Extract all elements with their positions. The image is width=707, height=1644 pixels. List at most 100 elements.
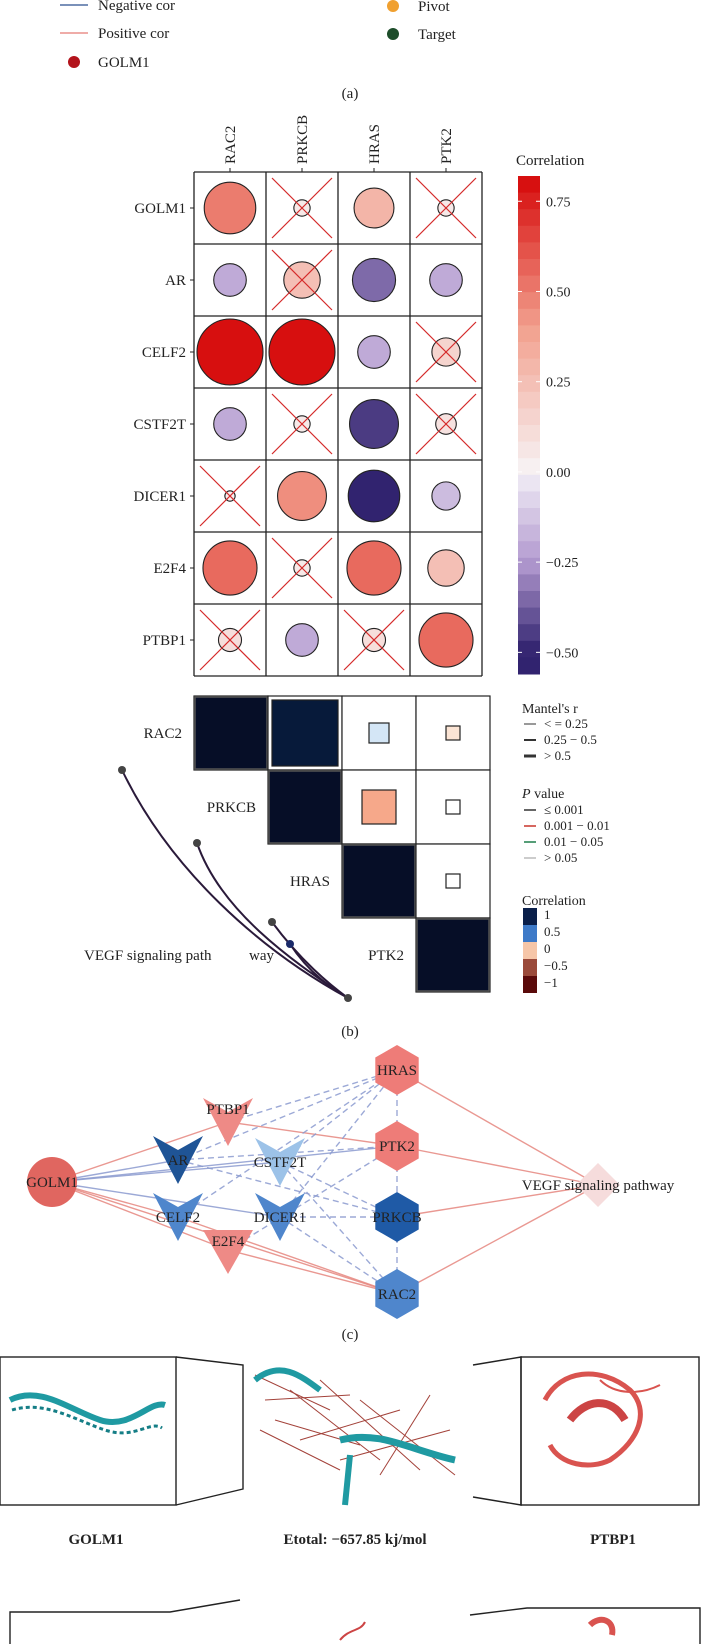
col-label-rac2: RAC2: [223, 126, 239, 164]
row-label-ptbp1: PTBP1: [143, 633, 186, 649]
corr-item: 1: [544, 907, 551, 922]
ptbp1-structure-box: [472, 1356, 700, 1506]
mantel-r-legend: Mantel's r < = 0.250.25 − 0.5> 0.5: [522, 702, 597, 763]
mantel-square-hras-ptk2: [445, 873, 461, 889]
target-dot-key: [387, 28, 399, 40]
network-edge: [279, 1161, 398, 1218]
node-cstf2t: [255, 1138, 305, 1186]
colorbar-step: [518, 308, 540, 326]
node-ptbp1-label: PTBP1: [206, 1102, 249, 1118]
network-edge: [177, 1216, 398, 1295]
network-edge: [396, 1069, 599, 1186]
corr-circle-ptbp1-ptk2: [418, 612, 474, 668]
colorbar-step: [518, 275, 540, 293]
network-edge: [279, 1216, 398, 1295]
corr-circle-e2f4-hras: [346, 540, 402, 596]
colorbar-step: [518, 358, 540, 376]
node-prkcb-label: PRKCB: [372, 1210, 421, 1226]
node-celf2-label: CELF2: [156, 1210, 200, 1226]
network-edge: [227, 1249, 398, 1295]
panel-label-c: (c): [342, 1327, 359, 1343]
nonsig-cross: [415, 321, 477, 383]
mantel-corr-title: Correlation: [522, 894, 586, 909]
mantel-link-hras: [271, 921, 349, 999]
node-golm1: [27, 1157, 77, 1207]
colorbar-step: [518, 541, 540, 559]
corr-circle-e2f4-ptk2: [427, 549, 465, 587]
corr-circle-dicer1-ptk2: [431, 481, 461, 511]
corr-circle-golm1-rac2: [203, 181, 257, 235]
mantel-corr-legend: Correlation 1 0.5 0 −0.5 −1: [522, 894, 586, 993]
colorbar-step: [518, 657, 540, 675]
corr-item: 0: [544, 941, 551, 956]
node-dicer1: [255, 1193, 305, 1241]
docking-panel: GOLM1 Etotal: −657.85 kj/mol PTBP1: [0, 1356, 701, 1644]
nonsig-cross: [199, 609, 261, 671]
colorbar-step: [518, 508, 540, 526]
golm1-dot-key: [68, 56, 80, 68]
mantel-link-ptk2: [289, 943, 349, 999]
network-edge: [177, 1159, 398, 1218]
mantel-gene-label-prkcb: PRKCB: [207, 800, 256, 816]
mantel-square-prkcb-hras: [361, 789, 397, 825]
nonsig-cross: [415, 393, 477, 455]
p-value-item: > 0.05: [544, 850, 577, 865]
node-vegf: [576, 1163, 620, 1207]
mantel-r-item: < = 0.25: [544, 716, 588, 731]
nonsig-cross: [415, 177, 477, 239]
colorbar-step: [518, 391, 540, 409]
network-edge: [396, 1184, 599, 1295]
nonsig-cross: [271, 249, 333, 311]
colorbar-step: [518, 176, 540, 194]
colorbar-tick-label: 0.75: [546, 195, 571, 210]
node-prkcb: [375, 1192, 419, 1242]
mantel-r-item: > 0.5: [544, 748, 571, 763]
p-value-title: P value: [521, 787, 564, 802]
col-label-hras: HRAS: [367, 124, 383, 164]
mantel-square-rac2-prkcb: [271, 699, 339, 767]
corr-key: [523, 908, 537, 925]
mantel-node-prkcb: [193, 839, 201, 847]
network-edge: [51, 1181, 229, 1251]
corr-circle-ptbp1-prkcb: [285, 623, 319, 657]
corr-circle-celf2-rac2: [196, 318, 264, 386]
row-label-ar: AR: [165, 273, 186, 289]
colorbar-tick-label: −0.25: [546, 556, 578, 571]
mantel-links: [118, 766, 352, 1002]
colorbar-step: [518, 524, 540, 542]
mantel-gene-label-ptk2: PTK2: [368, 948, 404, 964]
colorbar-step: [518, 292, 540, 310]
row-label-dicer1: DICER1: [134, 489, 187, 505]
mantel-node-hras: [268, 918, 276, 926]
pathway-label-right: way: [249, 948, 274, 964]
node-ar: [153, 1136, 203, 1184]
node-rac2: [375, 1269, 419, 1319]
node-ptk2-label: PTK2: [379, 1139, 415, 1155]
network-edge: [396, 1145, 599, 1186]
colorbar-step: [518, 557, 540, 575]
corr-circle-ar-hras: [351, 257, 397, 303]
node-hras: [375, 1045, 419, 1095]
pivot-legend-label: Pivot: [418, 0, 451, 15]
ptbp1-structure: [542, 1371, 643, 1468]
row-label-golm1: GOLM1: [134, 201, 186, 217]
mantel-node-ptk2: [286, 940, 294, 948]
corr-circle-celf2-prkcb: [268, 318, 336, 386]
colorbar-tick-label: −0.50: [546, 646, 578, 661]
network-legend: Negative cor Positive cor GOLM1 Pivot Ta…: [60, 0, 457, 71]
colorbar-step: [518, 209, 540, 227]
corr-item: −1: [544, 975, 558, 990]
golm1-legend-label: GOLM1: [98, 55, 150, 71]
corr-key: [523, 959, 537, 976]
node-rac2-label: RAC2: [378, 1287, 416, 1303]
colorbar-step: [518, 425, 540, 443]
correlation-matrix: RAC2 PRKCB HRAS PTK2 GOLM1 AR CELF2 CSTF2T DICER…: [133, 115, 483, 677]
mantel-cell: [415, 843, 491, 919]
colorbar-step: [518, 192, 540, 210]
mantel-r-item: 0.25 − 0.5: [544, 732, 597, 747]
node-dicer1-label: DICER1: [254, 1210, 307, 1226]
corr-circle-dicer1-hras: [347, 469, 401, 523]
nonsig-cross: [343, 609, 405, 671]
mantel-gene-label-rac2: RAC2: [144, 726, 182, 742]
